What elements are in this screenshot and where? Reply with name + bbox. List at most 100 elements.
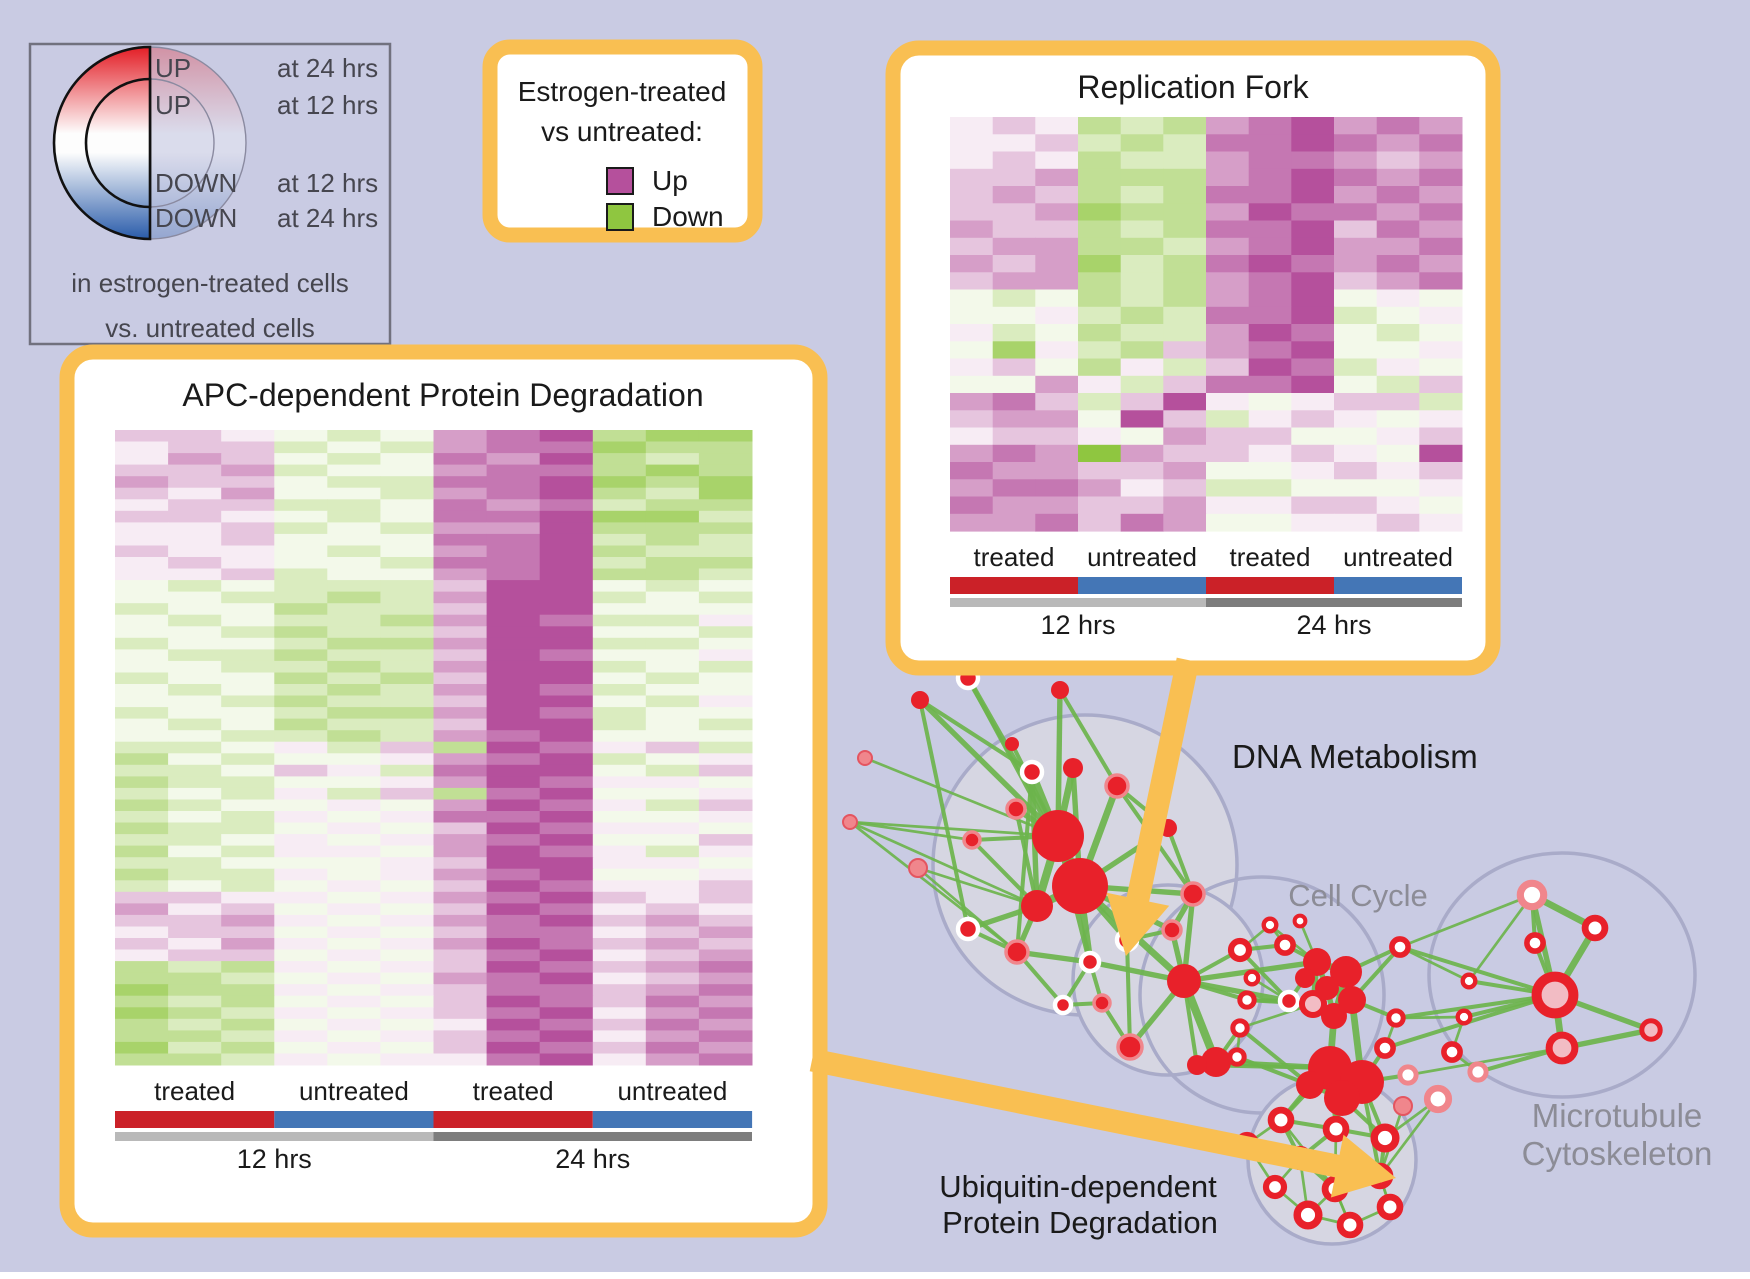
heatmap-cell xyxy=(1163,117,1207,135)
heatmap-cell xyxy=(327,591,381,604)
group-label-untreated: untreated xyxy=(299,1076,409,1106)
heatmap-cell xyxy=(274,557,328,569)
heatmap-cell xyxy=(1248,289,1292,308)
heatmap-cell xyxy=(698,995,753,1008)
heatmap-cell xyxy=(168,845,222,858)
heatmap-cell xyxy=(1206,272,1250,291)
heatmap-cell xyxy=(1206,444,1250,463)
heatmap-cell xyxy=(221,487,275,500)
heatmap-cell xyxy=(168,603,222,616)
arrow-shaft xyxy=(809,1048,1342,1178)
heatmap-cell xyxy=(1419,306,1463,325)
heatmap-cell xyxy=(115,891,169,904)
network-edge xyxy=(849,820,1059,838)
network-node-ring xyxy=(1524,932,1546,954)
cluster-label-microtubule: Microtubule xyxy=(1532,1097,1703,1134)
heatmap-cell xyxy=(1206,237,1250,256)
heatmap-cell xyxy=(168,753,222,766)
heatmap-cell xyxy=(592,914,647,927)
heatmap-cell xyxy=(992,462,1036,480)
network-node-solid xyxy=(1021,890,1053,922)
heatmap-cell xyxy=(645,695,700,708)
network-node-solid xyxy=(911,691,929,709)
heatmap-cell xyxy=(486,776,541,789)
heatmap-cell xyxy=(1291,186,1335,204)
heatmap-cell xyxy=(698,799,753,812)
heatmap-cell xyxy=(274,499,328,512)
heatmap-cell xyxy=(486,995,541,1008)
heatmap-cell xyxy=(1419,393,1463,411)
heatmap-cell xyxy=(380,707,434,720)
heatmap-cell xyxy=(1419,462,1463,480)
heatmap-cell xyxy=(327,476,381,489)
heatmap-cell xyxy=(221,1041,275,1054)
ring-label-time: at 12 hrs xyxy=(277,90,378,120)
heatmap-cell xyxy=(486,1030,541,1043)
heatmap-cell xyxy=(1078,462,1122,480)
heatmap-cell xyxy=(115,1018,169,1031)
heatmap-cell xyxy=(992,168,1036,187)
heatmap-cell xyxy=(433,995,488,1008)
heatmap-cell xyxy=(486,557,541,569)
heatmap-cell xyxy=(380,753,434,766)
heatmap-cell xyxy=(1291,410,1335,429)
heatmap-cell xyxy=(1078,324,1122,342)
network-node-solid xyxy=(1295,968,1315,988)
heatmap-cell xyxy=(1078,255,1122,273)
heatmap-cell xyxy=(221,568,275,581)
heatmap-cell xyxy=(221,533,275,546)
network-node-ring xyxy=(1386,1008,1406,1028)
heatmap-cell xyxy=(1206,427,1250,446)
heatmap-cell xyxy=(221,441,275,454)
heatmap-cell xyxy=(168,787,222,800)
heatmap-cell xyxy=(1078,393,1122,411)
heatmap-cell xyxy=(274,707,328,720)
heatmap-cell xyxy=(645,591,700,604)
heatmap-cell xyxy=(115,545,169,558)
heatmap-cell xyxy=(221,972,275,985)
heatmap-cell xyxy=(1291,358,1335,377)
heatmap-cell xyxy=(1120,203,1164,222)
heatmap-cell xyxy=(1248,410,1292,429)
heatmap-cell xyxy=(168,510,222,523)
heatmap-cell xyxy=(1376,375,1420,394)
heatmap-cell xyxy=(168,453,222,466)
heatmap-cell xyxy=(1163,427,1207,446)
heatmap-cell xyxy=(221,510,275,523)
heatmap-cell xyxy=(486,1053,541,1066)
heatmap-cell xyxy=(115,1053,169,1066)
heatmap-cell xyxy=(486,891,541,904)
network-node-pinkrim xyxy=(1180,881,1206,907)
heatmap-cell xyxy=(539,522,594,535)
up-color-swatch xyxy=(606,167,634,195)
heatmap-cell xyxy=(698,880,753,893)
heatmap-cell xyxy=(1163,306,1207,325)
arrow-shaft xyxy=(1126,657,1200,904)
heatmap-cell xyxy=(1035,186,1079,204)
heatmap-cell xyxy=(115,441,169,454)
heatmap-cell xyxy=(221,891,275,904)
heatmap-cell xyxy=(433,868,488,881)
heatmap-cell xyxy=(327,891,381,904)
heatmap-cell xyxy=(221,984,275,997)
heatmap-cell xyxy=(115,649,169,662)
heatmap-cell xyxy=(645,857,700,870)
heatmap-cell xyxy=(115,938,169,950)
network-node-ring xyxy=(1581,914,1609,942)
heatmap-cell xyxy=(645,845,700,858)
ring-label-time: at 24 hrs xyxy=(277,53,378,83)
heatmap-cell xyxy=(1078,444,1122,463)
heatmap-cell xyxy=(539,533,594,546)
heatmap-cell xyxy=(168,464,222,477)
heatmap-cell xyxy=(645,510,700,523)
heatmap-cell xyxy=(115,476,169,489)
heatmap-cell xyxy=(168,430,222,442)
heatmap-cell xyxy=(380,510,434,523)
heatmap-cell xyxy=(645,430,700,442)
network-node-ring xyxy=(1267,1106,1295,1134)
heatmap-cell xyxy=(1078,237,1122,256)
heatmap-cell xyxy=(1035,151,1079,170)
network-node-ring xyxy=(1376,1193,1404,1221)
heatmap-cell xyxy=(1078,341,1122,360)
heatmap-cell xyxy=(433,626,488,639)
